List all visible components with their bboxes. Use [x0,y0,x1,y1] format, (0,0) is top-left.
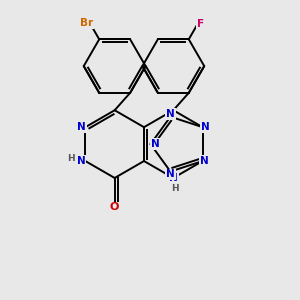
Text: Br: Br [80,18,93,28]
Text: N: N [200,156,208,166]
Text: N: N [166,109,175,119]
Text: N: N [151,139,159,149]
Text: N: N [76,156,85,166]
Text: N: N [201,122,210,132]
Text: H: H [68,154,75,163]
Text: F: F [197,19,204,29]
Text: N: N [77,122,86,132]
Text: H: H [171,184,178,193]
Text: N: N [166,169,175,179]
Text: N: N [169,173,178,183]
Text: O: O [110,202,119,212]
